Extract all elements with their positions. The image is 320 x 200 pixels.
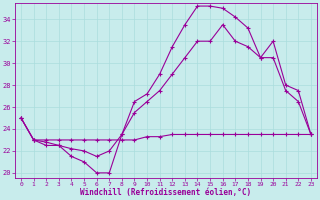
X-axis label: Windchill (Refroidissement éolien,°C): Windchill (Refroidissement éolien,°C) bbox=[80, 188, 252, 197]
